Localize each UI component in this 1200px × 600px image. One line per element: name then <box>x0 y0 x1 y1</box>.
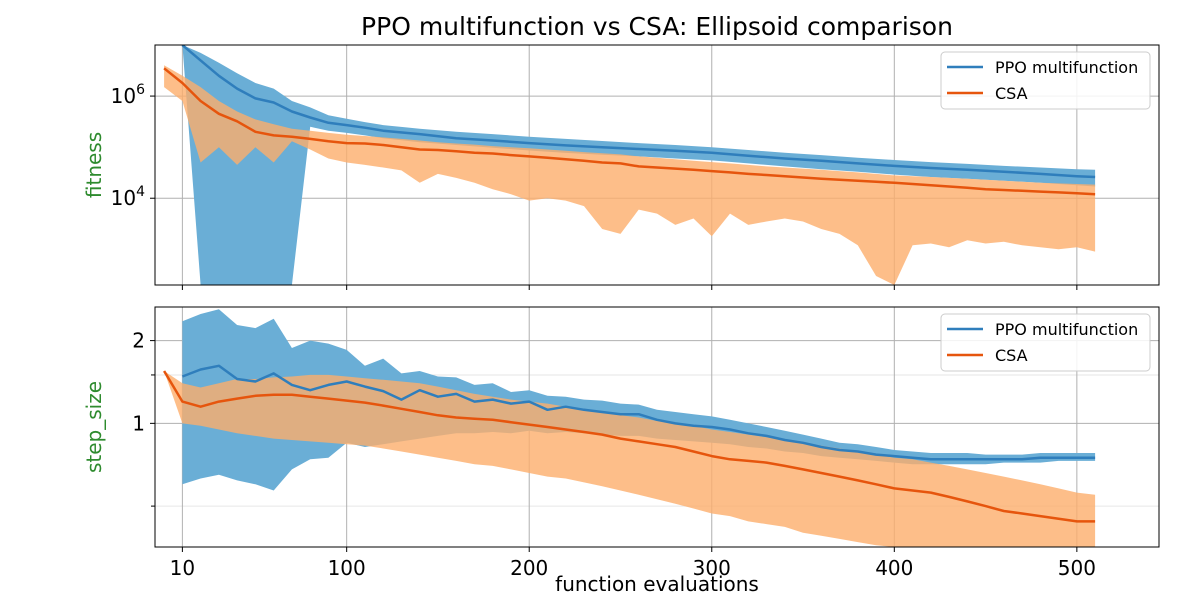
x-tick-label: 200 <box>510 556 548 580</box>
y-tick-label: 2 <box>132 329 145 353</box>
y-tick-base: 10 <box>111 84 136 108</box>
x-tick-label: 100 <box>328 556 366 580</box>
y-tick-exponent: 4 <box>136 184 145 200</box>
band-csa <box>164 65 1096 285</box>
y-axis-label: step_size <box>82 381 106 473</box>
x-tick-label: 300 <box>693 556 731 580</box>
x-tick-label: 10 <box>170 556 195 580</box>
axes-frame <box>154 44 1160 286</box>
series-line-csa <box>163 370 1096 523</box>
x-tick-label: 400 <box>875 556 913 580</box>
legend <box>940 51 1151 110</box>
legend-label-ppo: PPO multifunction <box>995 320 1138 339</box>
band-csa <box>164 371 1096 547</box>
y-tick-base: 10 <box>111 186 136 210</box>
y-axis-label: fitness <box>82 132 106 198</box>
x-tick-label: 500 <box>1058 556 1096 580</box>
series-line-csa <box>163 67 1096 196</box>
series-line-ppo <box>181 364 1096 461</box>
x-axis-label: function evaluations <box>555 572 759 596</box>
series-line-ppo <box>181 45 1096 179</box>
y-tick-label: 106 <box>111 82 145 108</box>
chart-title: PPO multifunction vs CSA: Ellipsoid comp… <box>361 12 953 41</box>
y-tick-label: 104 <box>111 184 145 210</box>
legend-label-csa: CSA <box>995 84 1028 103</box>
band-ppo <box>182 45 1096 285</box>
axes-frame <box>154 306 1160 548</box>
y-tick-exponent: 6 <box>136 82 145 98</box>
legend-label-csa: CSA <box>995 346 1028 365</box>
y-tick-label: 1 <box>132 411 145 435</box>
legend <box>940 313 1151 372</box>
legend-label-ppo: PPO multifunction <box>995 58 1138 77</box>
step-size-panel: 10 100 200 300 400 500 2 1 step_size PPO multifun… <box>82 306 1160 580</box>
